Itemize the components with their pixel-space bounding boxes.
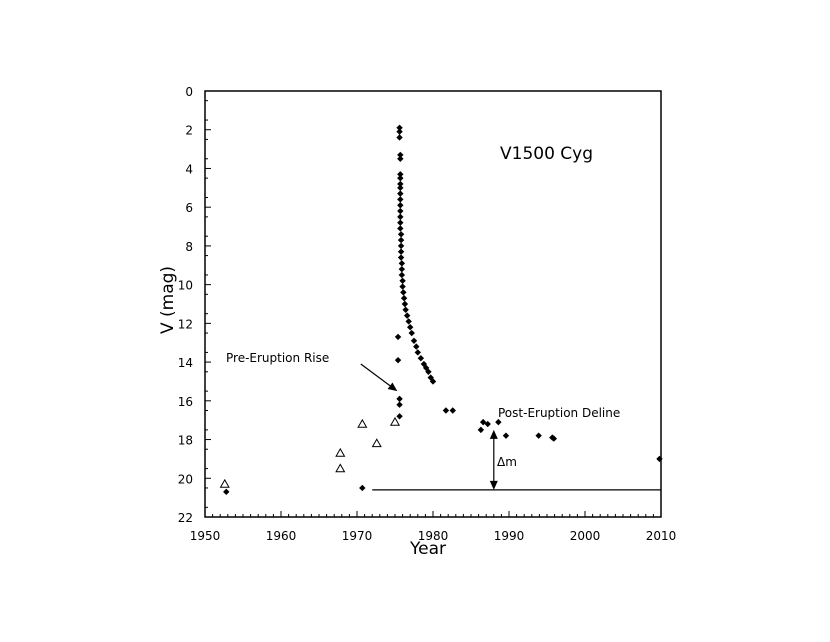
diamond-point — [397, 155, 404, 162]
diamond-point — [397, 180, 404, 188]
y-tick-label: 22 — [178, 511, 193, 525]
x-tick-label: 1960 — [266, 529, 297, 543]
y-tick-label: 8 — [185, 240, 193, 254]
diamond-point — [405, 318, 412, 325]
diamond-point — [397, 184, 404, 192]
y-tick-label: 16 — [178, 395, 193, 409]
diamond-point — [407, 324, 414, 331]
x-tick-label: 1950 — [190, 529, 221, 543]
diamond-point — [396, 413, 403, 420]
diamond-point — [396, 134, 403, 141]
diamond-point — [399, 283, 406, 290]
diamond-point — [397, 196, 404, 203]
x-tick-label: 2000 — [570, 529, 601, 543]
x-tick-label: 2010 — [646, 529, 677, 543]
diamond-point — [394, 333, 402, 341]
pre-eruption-arrow-shaft — [360, 363, 391, 387]
x-tick-label: 1980 — [418, 529, 449, 543]
diamond-point — [397, 254, 405, 261]
x-tick-label: 1990 — [494, 529, 525, 543]
diamond-point — [400, 289, 407, 296]
triangle-point — [219, 478, 230, 488]
diamond-point — [402, 306, 409, 314]
y-axis-title: V (mag) — [158, 266, 178, 334]
diamond-point — [414, 349, 421, 356]
diamond-point — [417, 355, 425, 362]
diamond-point — [479, 418, 487, 426]
y-axis-ticks — [205, 90, 211, 518]
delta-m-label: Δm — [497, 455, 517, 469]
diamond-point — [425, 368, 432, 375]
diamond-point — [398, 260, 406, 267]
diamond-point — [397, 236, 405, 244]
post-eruption-label: Post-Eruption Deline — [498, 406, 620, 420]
chart-title: V1500 Cyg — [500, 144, 593, 164]
diamond-point — [413, 343, 420, 350]
diamond-point — [484, 420, 491, 428]
delta-m-arrowhead-up — [489, 429, 498, 439]
diamond-point — [397, 190, 404, 197]
pre-eruption-arrowhead — [387, 382, 398, 392]
y-tick-label: 12 — [178, 317, 193, 331]
y-tick-label: 14 — [178, 356, 193, 370]
y-axis-tick-labels: 0 2 4 6 8 10 12 14 16 18 20 22 — [178, 85, 193, 525]
diamond-point — [397, 242, 405, 250]
diamond-point — [223, 488, 230, 496]
x-tick-label: 1970 — [342, 529, 373, 543]
triangle-point — [357, 418, 368, 428]
diamond-point — [477, 426, 485, 434]
triangle-point — [371, 438, 382, 448]
diamond-point — [396, 128, 403, 135]
diamond-point — [442, 407, 450, 414]
y-tick-label: 6 — [185, 201, 193, 215]
diamond-point — [400, 294, 408, 302]
diamond-point — [397, 174, 404, 182]
diamond-point — [398, 265, 406, 273]
diamond-point — [397, 248, 405, 255]
diamond-point — [359, 484, 366, 492]
data-points — [219, 124, 663, 496]
diamond-point — [502, 432, 510, 439]
diamond-point — [429, 378, 437, 385]
diamond-point — [394, 356, 402, 364]
diamond-point — [397, 202, 404, 209]
triangle-point — [335, 447, 346, 457]
diamond-point — [397, 151, 404, 159]
triangle-point — [389, 416, 401, 426]
delta-m-arrowhead-down — [489, 480, 498, 490]
y-tick-label: 18 — [178, 434, 193, 448]
diamond-point — [403, 312, 411, 319]
diamond-point — [449, 407, 456, 414]
diamond-point — [397, 219, 404, 226]
y-tick-label: 10 — [178, 279, 193, 293]
pre-eruption-label: Pre-Eruption Rise — [226, 351, 329, 365]
diamond-point — [408, 329, 415, 337]
diamond-point — [656, 455, 663, 463]
diamond-point — [550, 435, 558, 442]
triangle-point — [335, 463, 346, 473]
diamond-point — [399, 277, 406, 284]
diamond-point — [397, 207, 404, 215]
y-tick-label: 0 — [185, 85, 193, 99]
diamond-point — [396, 395, 403, 403]
x-axis-tick-labels: 1950 1960 1970 1980 1990 2000 2010 — [190, 529, 677, 543]
diamond-point — [410, 337, 418, 344]
diamond-point — [401, 300, 409, 308]
diamond-point — [397, 231, 405, 238]
y-tick-label: 20 — [178, 472, 193, 486]
diamond-point — [397, 171, 404, 178]
diamond-point — [397, 225, 404, 232]
y-tick-label: 2 — [185, 124, 193, 138]
diamond-point — [396, 401, 403, 408]
diamond-point — [535, 432, 542, 439]
y-tick-label: 4 — [185, 162, 193, 176]
x-axis-ticks — [204, 511, 662, 517]
diamond-point — [397, 213, 404, 221]
annotations — [360, 363, 661, 491]
diamond-point — [495, 418, 502, 426]
diamond-point — [398, 271, 406, 279]
x-axis-title: Year — [409, 539, 446, 559]
diamond-point — [396, 124, 403, 131]
